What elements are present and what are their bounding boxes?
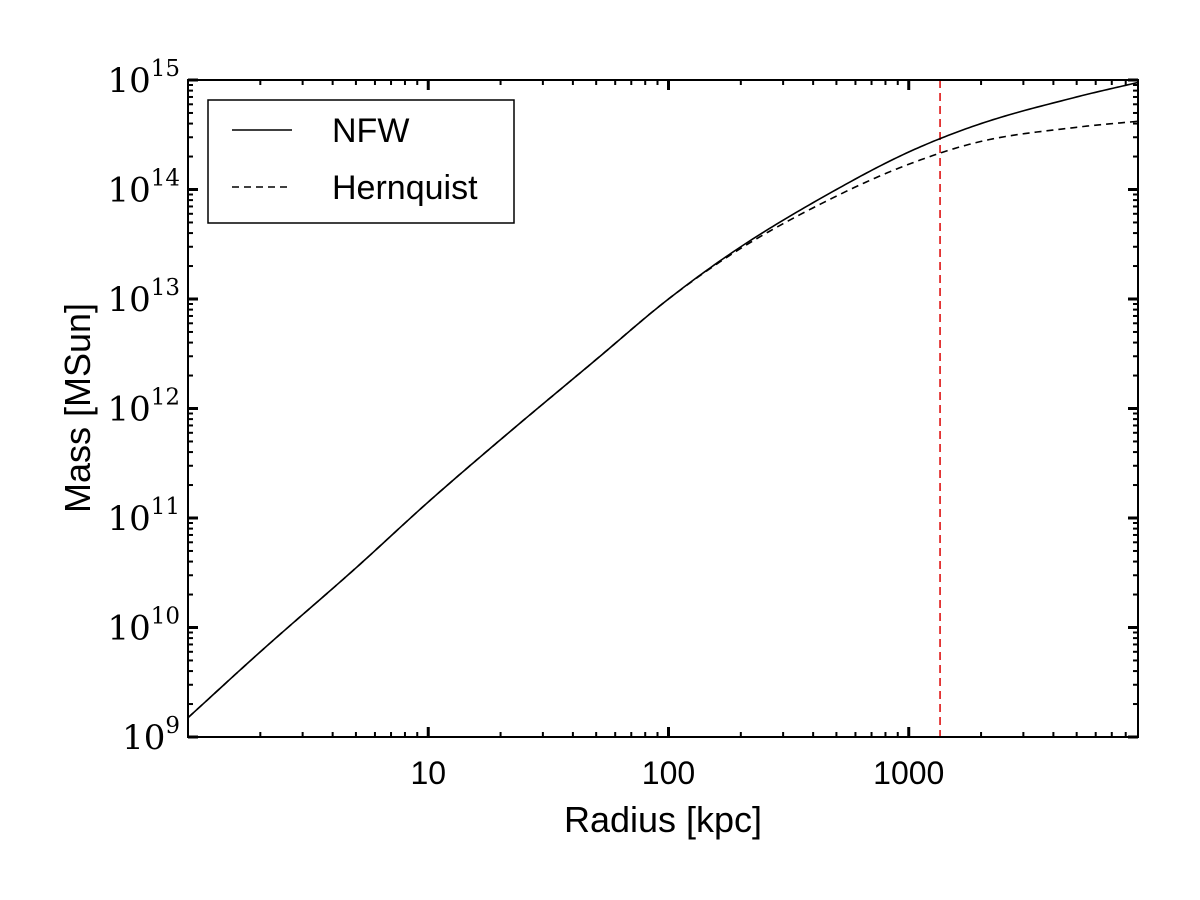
y-tick-label-exponent: 13 bbox=[151, 275, 180, 301]
y-tick-label-base: 10 bbox=[107, 609, 150, 649]
y-tick-label-base: 10 bbox=[107, 61, 150, 101]
y-tick-label: 1012 bbox=[107, 385, 180, 430]
y-tick-label-base: 10 bbox=[107, 390, 150, 430]
y-tick-label-base: 10 bbox=[122, 718, 165, 758]
legend-label-hernquist: Hernquist bbox=[332, 169, 478, 207]
y-tick-label-base: 10 bbox=[107, 499, 150, 539]
y-tick-label: 1013 bbox=[107, 275, 180, 320]
nfw-series-line bbox=[188, 81, 1138, 719]
y-tick-label-base: 10 bbox=[107, 171, 150, 211]
x-tick-label: 10 bbox=[410, 755, 446, 791]
legend: NFW Hernquist bbox=[207, 99, 515, 224]
major-ticks bbox=[188, 78, 1138, 739]
x-tick-labels: 10 100 1000 bbox=[410, 755, 944, 791]
plot-area-frame bbox=[187, 79, 1139, 738]
y-tick-label-exponent: 11 bbox=[151, 494, 180, 520]
legend-box bbox=[207, 99, 515, 224]
y-tick-label-exponent: 10 bbox=[151, 604, 180, 630]
x-tick-label: 1000 bbox=[873, 755, 944, 791]
y-tick-label-base: 10 bbox=[107, 280, 150, 320]
y-tick-label: 1010 bbox=[107, 604, 180, 649]
y-tick-label-exponent: 12 bbox=[151, 385, 180, 411]
y-tick-label: 109 bbox=[122, 713, 180, 758]
y-tick-label-exponent: 14 bbox=[151, 166, 180, 192]
x-tick-label: 100 bbox=[642, 755, 695, 791]
y-tick-label: 1015 bbox=[107, 56, 180, 101]
series-layer bbox=[188, 80, 1138, 737]
y-axis-label: Mass [MSun] bbox=[57, 303, 98, 513]
x-axis-label: Radius [kpc] bbox=[564, 799, 762, 840]
y-tick-label: 1011 bbox=[107, 494, 180, 539]
y-tick-label-exponent: 9 bbox=[165, 713, 180, 739]
y-tick-label: 1014 bbox=[107, 166, 180, 211]
legend-label-nfw: NFW bbox=[332, 112, 409, 150]
y-tick-label-exponent: 15 bbox=[151, 56, 180, 82]
